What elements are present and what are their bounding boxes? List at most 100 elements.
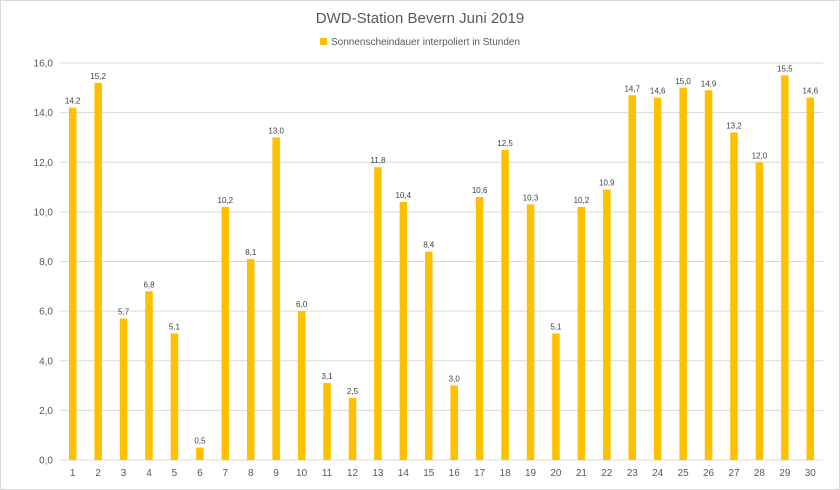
data-label: 10,3 bbox=[523, 193, 539, 202]
bar bbox=[526, 204, 535, 460]
data-label: 15,0 bbox=[675, 77, 691, 86]
x-tick-label: 25 bbox=[678, 468, 690, 479]
x-tick-label: 18 bbox=[500, 468, 512, 479]
data-label: 13,2 bbox=[726, 121, 742, 130]
bar bbox=[348, 397, 357, 460]
data-label: 6,0 bbox=[296, 300, 308, 309]
bar bbox=[628, 95, 636, 460]
y-tick-label: 4,0 bbox=[39, 356, 53, 367]
x-tick-label: 27 bbox=[728, 468, 740, 479]
x-tick-label: 22 bbox=[601, 468, 613, 479]
x-tick-label: 2 bbox=[95, 468, 101, 479]
data-label: 3,0 bbox=[449, 375, 461, 384]
y-axis-ticks: 0,0 2,0 4,0 6,0 8,0 10,0 12,0 14,0 16,0 bbox=[34, 59, 54, 467]
data-label: 14,9 bbox=[701, 79, 717, 88]
data-label: 8,4 bbox=[423, 241, 435, 250]
y-tick-label: 16,0 bbox=[34, 59, 54, 70]
x-tick-label: 3 bbox=[121, 468, 127, 479]
x-tick-label: 5 bbox=[172, 468, 178, 479]
data-label: 14,6 bbox=[802, 87, 818, 96]
bar bbox=[170, 333, 179, 460]
bars bbox=[68, 75, 815, 461]
bar bbox=[603, 189, 611, 460]
data-label: 0,5 bbox=[194, 437, 206, 446]
x-tick-label: 28 bbox=[754, 468, 766, 479]
data-label: 10,4 bbox=[396, 191, 412, 200]
x-tick-label: 21 bbox=[576, 468, 588, 479]
data-label: 14,6 bbox=[650, 87, 666, 96]
x-tick-label: 7 bbox=[223, 468, 229, 479]
x-tick-label: 1 bbox=[70, 468, 76, 479]
bar bbox=[221, 206, 230, 460]
x-tick-label: 12 bbox=[347, 468, 359, 479]
x-tick-label: 9 bbox=[273, 468, 279, 479]
legend-swatch bbox=[319, 37, 327, 45]
x-tick-label: 16 bbox=[449, 468, 461, 479]
x-tick-label: 30 bbox=[805, 468, 817, 479]
gridlines bbox=[60, 62, 823, 461]
x-tick-label: 15 bbox=[423, 468, 435, 479]
bar bbox=[297, 311, 306, 460]
bar bbox=[425, 251, 433, 460]
y-tick-label: 10,0 bbox=[34, 207, 54, 218]
bar bbox=[450, 385, 458, 460]
bar bbox=[552, 333, 560, 460]
bar bbox=[653, 97, 662, 461]
data-label: 10,9 bbox=[599, 179, 615, 188]
data-labels: 14,2 15,2 5,7 6,8 5,1 0,5 10,2 8,1 13,0 6,0 3,1 2,5… bbox=[65, 64, 819, 445]
x-tick-label: 17 bbox=[474, 468, 486, 479]
data-label: 15,5 bbox=[777, 64, 793, 73]
data-label: 5,7 bbox=[118, 308, 130, 317]
bar bbox=[145, 291, 153, 460]
bar bbox=[577, 206, 586, 460]
data-label: 5,1 bbox=[169, 322, 181, 331]
bar bbox=[272, 137, 280, 460]
data-label: 15,2 bbox=[90, 72, 106, 81]
bar bbox=[323, 383, 331, 460]
bar bbox=[475, 196, 484, 461]
data-label: 10,2 bbox=[218, 196, 234, 205]
data-label: 10,2 bbox=[574, 196, 590, 205]
data-label: 13,0 bbox=[268, 126, 284, 135]
bar bbox=[399, 201, 408, 460]
chart-legend: Sonnenscheindauer interpoliert in Stunde… bbox=[0, 37, 840, 48]
x-tick-label: 11 bbox=[322, 468, 333, 479]
data-label: 8,1 bbox=[245, 248, 257, 257]
x-axis-ticks: 1 2 3 4 5 6 7 8 9 10 11 12 13 14 15 16 17 18 19 20 21 22 23 24 2… bbox=[70, 468, 816, 479]
data-label: 14,2 bbox=[65, 97, 81, 106]
bar bbox=[196, 447, 204, 460]
data-label: 14,7 bbox=[624, 84, 640, 93]
x-tick-label: 10 bbox=[296, 468, 308, 479]
x-tick-label: 13 bbox=[372, 468, 384, 479]
bar bbox=[119, 318, 128, 460]
bar bbox=[704, 90, 713, 460]
x-tick-label: 29 bbox=[779, 468, 791, 479]
data-label: 6,8 bbox=[143, 280, 155, 289]
x-tick-label: 26 bbox=[703, 468, 715, 479]
data-label: 2,5 bbox=[347, 387, 359, 396]
y-tick-label: 2,0 bbox=[39, 406, 53, 417]
data-label: 12,5 bbox=[497, 139, 513, 148]
bar bbox=[781, 75, 789, 460]
bar bbox=[501, 149, 509, 460]
x-tick-label: 24 bbox=[652, 468, 664, 479]
data-label: 3,1 bbox=[321, 372, 333, 381]
x-tick-label: 4 bbox=[146, 468, 152, 479]
bar bbox=[730, 132, 738, 460]
bar bbox=[755, 162, 764, 460]
bar bbox=[247, 259, 255, 460]
x-tick-label: 20 bbox=[550, 468, 562, 479]
bar bbox=[679, 87, 687, 460]
y-tick-label: 14,0 bbox=[34, 108, 54, 119]
bar bbox=[94, 82, 102, 460]
data-label: 12,0 bbox=[752, 151, 768, 160]
x-tick-label: 6 bbox=[197, 468, 203, 479]
y-tick-label: 6,0 bbox=[39, 307, 53, 318]
chart-title: DWD-Station Bevern Juni 2019 bbox=[315, 10, 525, 27]
bar bbox=[374, 167, 382, 460]
y-tick-label: 12,0 bbox=[34, 158, 54, 169]
bar bbox=[68, 107, 77, 460]
y-tick-label: 8,0 bbox=[39, 257, 53, 268]
